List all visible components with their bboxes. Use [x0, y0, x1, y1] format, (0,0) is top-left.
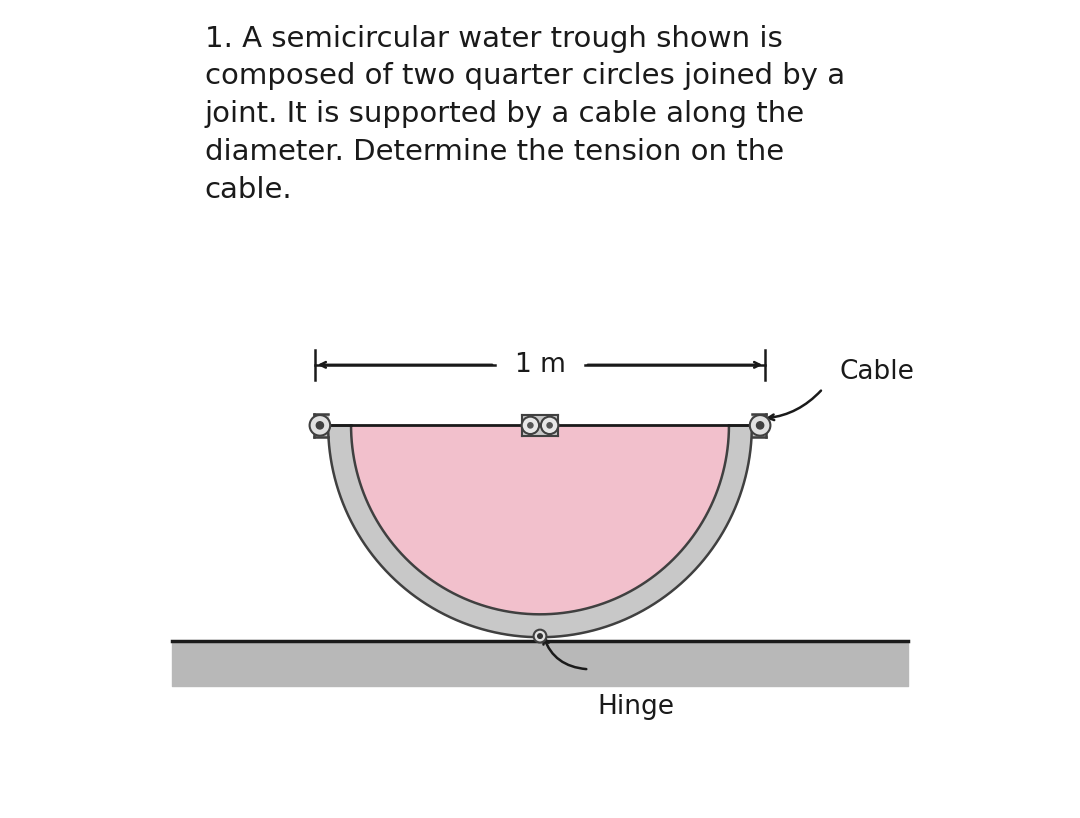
Circle shape — [534, 630, 546, 642]
Polygon shape — [522, 415, 558, 436]
Polygon shape — [752, 414, 766, 437]
Polygon shape — [351, 425, 729, 614]
Circle shape — [756, 422, 764, 429]
Circle shape — [522, 416, 539, 434]
Circle shape — [750, 415, 770, 436]
Text: 1 m: 1 m — [514, 352, 566, 378]
Polygon shape — [328, 425, 752, 637]
Text: 1. A semicircular water trough shown is
composed of two quarter circles joined b: 1. A semicircular water trough shown is … — [204, 25, 845, 204]
Text: Hinge: Hinge — [597, 694, 674, 720]
Circle shape — [541, 416, 558, 434]
Circle shape — [310, 415, 330, 436]
Circle shape — [538, 634, 542, 638]
Circle shape — [528, 423, 534, 428]
Circle shape — [546, 423, 552, 428]
Circle shape — [316, 422, 324, 429]
Text: Cable: Cable — [839, 359, 914, 385]
Polygon shape — [314, 414, 328, 437]
